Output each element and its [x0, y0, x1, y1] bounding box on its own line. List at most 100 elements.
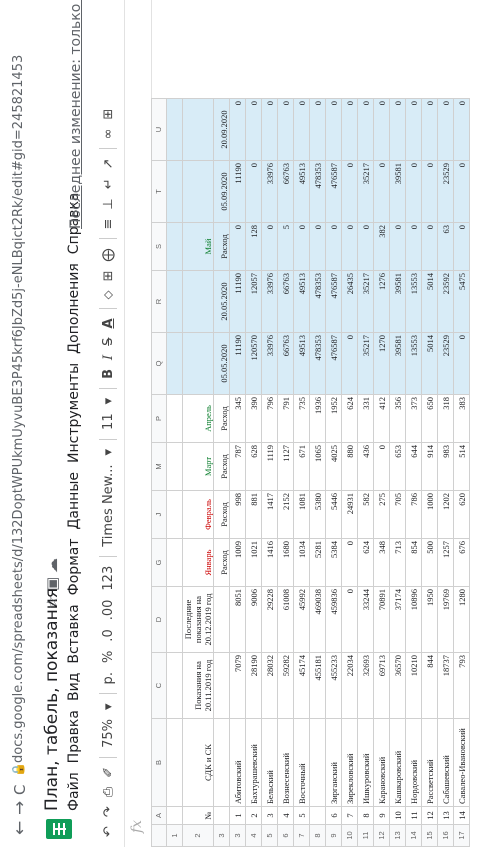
cell-c[interactable]: 32693	[357, 652, 374, 719]
cell-d[interactable]: 37174	[389, 586, 406, 653]
cell-n[interactable]: 8	[357, 806, 374, 825]
cell-p[interactable]: 735	[293, 394, 310, 443]
cell-d[interactable]: 0	[341, 586, 358, 653]
increase-decimal-button[interactable]: .00	[100, 599, 116, 621]
header-cell[interactable]	[166, 806, 183, 825]
cell-q[interactable]: 33976	[261, 332, 278, 395]
column-header[interactable]: A	[151, 806, 167, 825]
sheets-logo-icon[interactable]	[46, 819, 72, 839]
cell-j[interactable]: 275	[373, 490, 390, 539]
currency-button[interactable]: р.	[100, 672, 116, 685]
cell-name[interactable]: Бельский	[261, 718, 278, 807]
cell-name[interactable]: Сабашевский	[437, 718, 454, 807]
cell-u[interactable]: 0	[245, 98, 262, 161]
column-header[interactable]: D	[151, 586, 167, 653]
cell-c[interactable]: 455181	[309, 652, 326, 719]
cell-m[interactable]: 436	[357, 442, 374, 491]
cell-m[interactable]: 914	[421, 442, 438, 491]
cell-u[interactable]: 0	[277, 98, 294, 161]
font-size-select[interactable]: 11	[100, 413, 116, 430]
cell-j[interactable]: 881	[245, 490, 262, 539]
column-header[interactable]: C	[151, 652, 167, 719]
cell-n[interactable]: 11	[405, 806, 422, 825]
column-header[interactable]: Q	[151, 332, 167, 395]
cell-m[interactable]: 1065	[309, 442, 326, 491]
row-number[interactable]: 4	[245, 824, 262, 847]
cell-m[interactable]: 671	[293, 442, 310, 491]
cell-t[interactable]: 35217	[357, 160, 374, 223]
cell-s[interactable]: 0	[325, 222, 342, 271]
header-cell[interactable]: 05.09.2020	[213, 160, 230, 223]
document-title[interactable]: План, табель, показания	[42, 588, 62, 811]
cell-d[interactable]: 459836	[325, 586, 342, 653]
cell-t[interactable]: 49513	[293, 160, 310, 223]
cell-s[interactable]: 63	[437, 222, 454, 271]
cell-u[interactable]: 0	[261, 98, 278, 161]
cell-j[interactable]: 1000	[421, 490, 438, 539]
cell-d[interactable]: 1950	[421, 586, 438, 653]
cell-c[interactable]: 10210	[405, 652, 422, 719]
cell-c[interactable]: 69713	[373, 652, 390, 719]
cell-j[interactable]: 24931	[341, 490, 358, 539]
header-cell[interactable]: Январь	[182, 538, 214, 587]
comment-icon[interactable]: ⊞	[100, 108, 116, 120]
cell-g[interactable]: 624	[357, 538, 374, 587]
cell-u[interactable]: 0	[357, 98, 374, 161]
cell-name[interactable]: Рассветский	[421, 718, 438, 807]
address-bar[interactable]: docs.google.com/spreadsheets/d/132DoptWP…	[11, 54, 26, 763]
column-header[interactable]: M	[151, 442, 167, 491]
cell-s[interactable]: 0	[309, 222, 326, 271]
cell-q[interactable]: 35217	[357, 332, 374, 395]
row-number[interactable]: 10	[341, 824, 358, 847]
cell-d[interactable]: 45992	[293, 586, 310, 653]
cell-j[interactable]: 1417	[261, 490, 278, 539]
cell-u[interactable]: 0	[389, 98, 406, 161]
cell-q[interactable]: 11190	[229, 332, 246, 395]
header-cell[interactable]	[166, 222, 183, 271]
cell-j[interactable]: 582	[357, 490, 374, 539]
cell-g[interactable]: 500	[421, 538, 438, 587]
column-header[interactable]: R	[151, 270, 167, 333]
cell-u[interactable]: 0	[437, 98, 454, 161]
cell-m[interactable]: 514	[453, 442, 470, 491]
header-cell[interactable]	[166, 442, 183, 491]
move-icon[interactable]: ▣	[43, 576, 61, 591]
row-number[interactable]: 16	[437, 824, 454, 847]
cell-p[interactable]: 390	[245, 394, 262, 443]
cell-p[interactable]: 356	[389, 394, 406, 443]
header-cell[interactable]: Расход	[213, 538, 230, 587]
text-wrap-icon[interactable]: ↵	[100, 178, 116, 190]
cell-t[interactable]: 33976	[261, 160, 278, 223]
print-icon[interactable]: ⎙	[100, 786, 116, 798]
font-select[interactable]: Times New...	[100, 464, 116, 547]
cell-q[interactable]: 66763	[277, 332, 294, 395]
cell-t[interactable]: 0	[245, 160, 262, 223]
cell-t[interactable]: 0	[453, 160, 470, 223]
cell-q[interactable]: 49513	[293, 332, 310, 395]
header-cell[interactable]: Расход	[213, 442, 230, 491]
link-icon[interactable]: ∞	[100, 128, 116, 140]
merge-cells-icon[interactable]: ⨁	[100, 248, 116, 262]
cell-p[interactable]: 331	[357, 394, 374, 443]
cell-r[interactable]: 12057	[245, 270, 262, 333]
cell-r[interactable]: 23592	[437, 270, 454, 333]
row-number[interactable]: 17	[453, 824, 470, 847]
header-cell[interactable]	[182, 98, 214, 161]
cell-j[interactable]: 998	[229, 490, 246, 539]
spreadsheet-grid[interactable]: A B C D G J M P Q R S T U 1 2 № СДК и СК Показания на 20.…	[151, 0, 490, 847]
formula-bar[interactable]: fx	[124, 0, 152, 847]
header-cell[interactable]	[166, 98, 183, 161]
cell-c[interactable]: 36570	[389, 652, 406, 719]
menu-data[interactable]: Данные	[66, 472, 82, 530]
header-cell[interactable]: Последние показания на 20.12.2019 год	[182, 586, 214, 653]
cell-p[interactable]: 1952	[325, 394, 342, 443]
cell-r[interactable]: 33976	[261, 270, 278, 333]
last-edit-link[interactable]: Последнее изменение: только что	[68, 0, 84, 229]
cell-p[interactable]: 1936	[309, 394, 326, 443]
cell-s[interactable]: 0	[405, 222, 422, 271]
header-cell[interactable]	[182, 160, 214, 223]
cell-c[interactable]: 793	[453, 652, 470, 719]
header-cell[interactable]	[213, 718, 230, 807]
cell-r[interactable]: 1276	[373, 270, 390, 333]
cell-g[interactable]: 1680	[277, 538, 294, 587]
